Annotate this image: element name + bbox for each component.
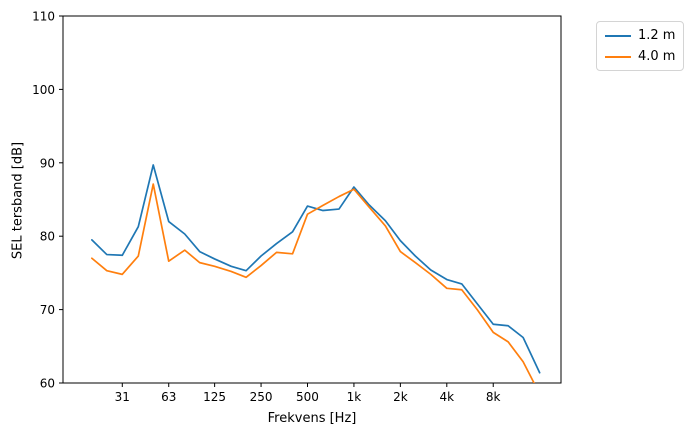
x-tick-label-2k: 2k: [393, 390, 408, 404]
y-tick-label-90: 90: [40, 156, 55, 170]
legend-entry-series-0: 1.2 m: [605, 28, 676, 43]
y-tick-label-60: 60: [40, 377, 55, 391]
legend: 1.2 m 4.0 m: [596, 21, 684, 71]
axes-spines: [62, 15, 562, 384]
legend-label-series-0: 1.2 m: [638, 28, 676, 43]
x-tick-label-250: 250: [250, 390, 273, 404]
x-tick-label-500: 500: [296, 390, 319, 404]
x-axis-label: Frekvens [Hz]: [267, 411, 357, 426]
x-tick-label-4k: 4k: [440, 390, 455, 404]
y-tick-label-80: 80: [40, 230, 55, 244]
x-tick-label-1k: 1k: [347, 390, 362, 404]
legend-line-swatch-blue: [605, 34, 631, 37]
series-line-4.0-m: [91, 183, 535, 383]
x-tick-label-125: 125: [203, 390, 226, 404]
x-tick-label-31: 31: [115, 390, 130, 404]
x-tick-label-8k: 8k: [486, 390, 501, 404]
legend-line-swatch-orange: [605, 55, 631, 58]
y-tick-label-100: 100: [32, 83, 55, 97]
y-tick-label-70: 70: [40, 303, 55, 317]
y-tick-label-110: 110: [32, 10, 55, 24]
x-tick-label-63: 63: [161, 390, 176, 404]
series-line-1.2-m: [91, 164, 541, 374]
legend-label-series-1: 4.0 m: [638, 49, 676, 64]
legend-entry-series-1: 4.0 m: [605, 49, 676, 64]
y-axis-label: SEL tersband [dB]: [10, 141, 26, 260]
